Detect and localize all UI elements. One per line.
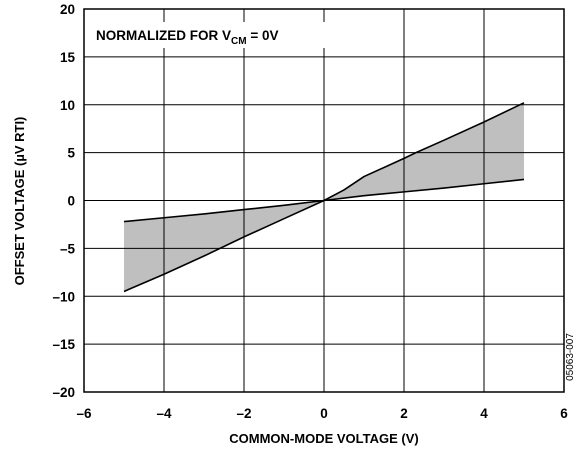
x-tick-label: –4 bbox=[156, 406, 172, 421]
y-tick-label: 5 bbox=[67, 146, 75, 161]
plot-frame bbox=[83, 8, 565, 393]
y-axis-title: OFFSET VOLTAGE (µV RTI) bbox=[12, 117, 27, 286]
x-axis-title: COMMON-MODE VOLTAGE (V) bbox=[229, 431, 418, 446]
y-tick-label: –15 bbox=[52, 337, 75, 352]
x-tick-labels: –6 –4 –2 0 2 4 6 bbox=[76, 406, 568, 421]
y-tick-label: 20 bbox=[60, 2, 75, 17]
upper-limit-line bbox=[123, 102, 525, 293]
y-tick-label: –10 bbox=[52, 289, 75, 304]
x-tick-label: –6 bbox=[76, 406, 92, 421]
series-line-layer bbox=[123, 102, 525, 293]
annotation-text: NORMALIZED FOR VCM = 0V bbox=[96, 28, 278, 47]
y-tick-label: 10 bbox=[60, 98, 75, 113]
x-tick-label: –2 bbox=[236, 406, 251, 421]
lower-limit-line bbox=[123, 178, 525, 223]
figure-id-label: 05063-007 bbox=[565, 333, 576, 381]
y-tick-labels: –20 –15 –10 –5 0 5 10 15 20 bbox=[52, 2, 75, 400]
shaded-band bbox=[124, 102, 524, 292]
x-tick-label: 2 bbox=[400, 406, 408, 421]
shaded-band-layer bbox=[124, 102, 524, 292]
y-tick-label: 15 bbox=[60, 50, 76, 65]
x-tick-label: 6 bbox=[560, 406, 568, 421]
annotation-backdrop bbox=[86, 22, 362, 48]
x-tick-label: 0 bbox=[320, 406, 328, 421]
grid-layer bbox=[84, 9, 564, 392]
x-tick-label: 4 bbox=[480, 406, 488, 421]
y-tick-label: 0 bbox=[67, 194, 75, 209]
y-tick-label: –5 bbox=[60, 241, 76, 256]
y-tick-label: –20 bbox=[52, 385, 75, 400]
